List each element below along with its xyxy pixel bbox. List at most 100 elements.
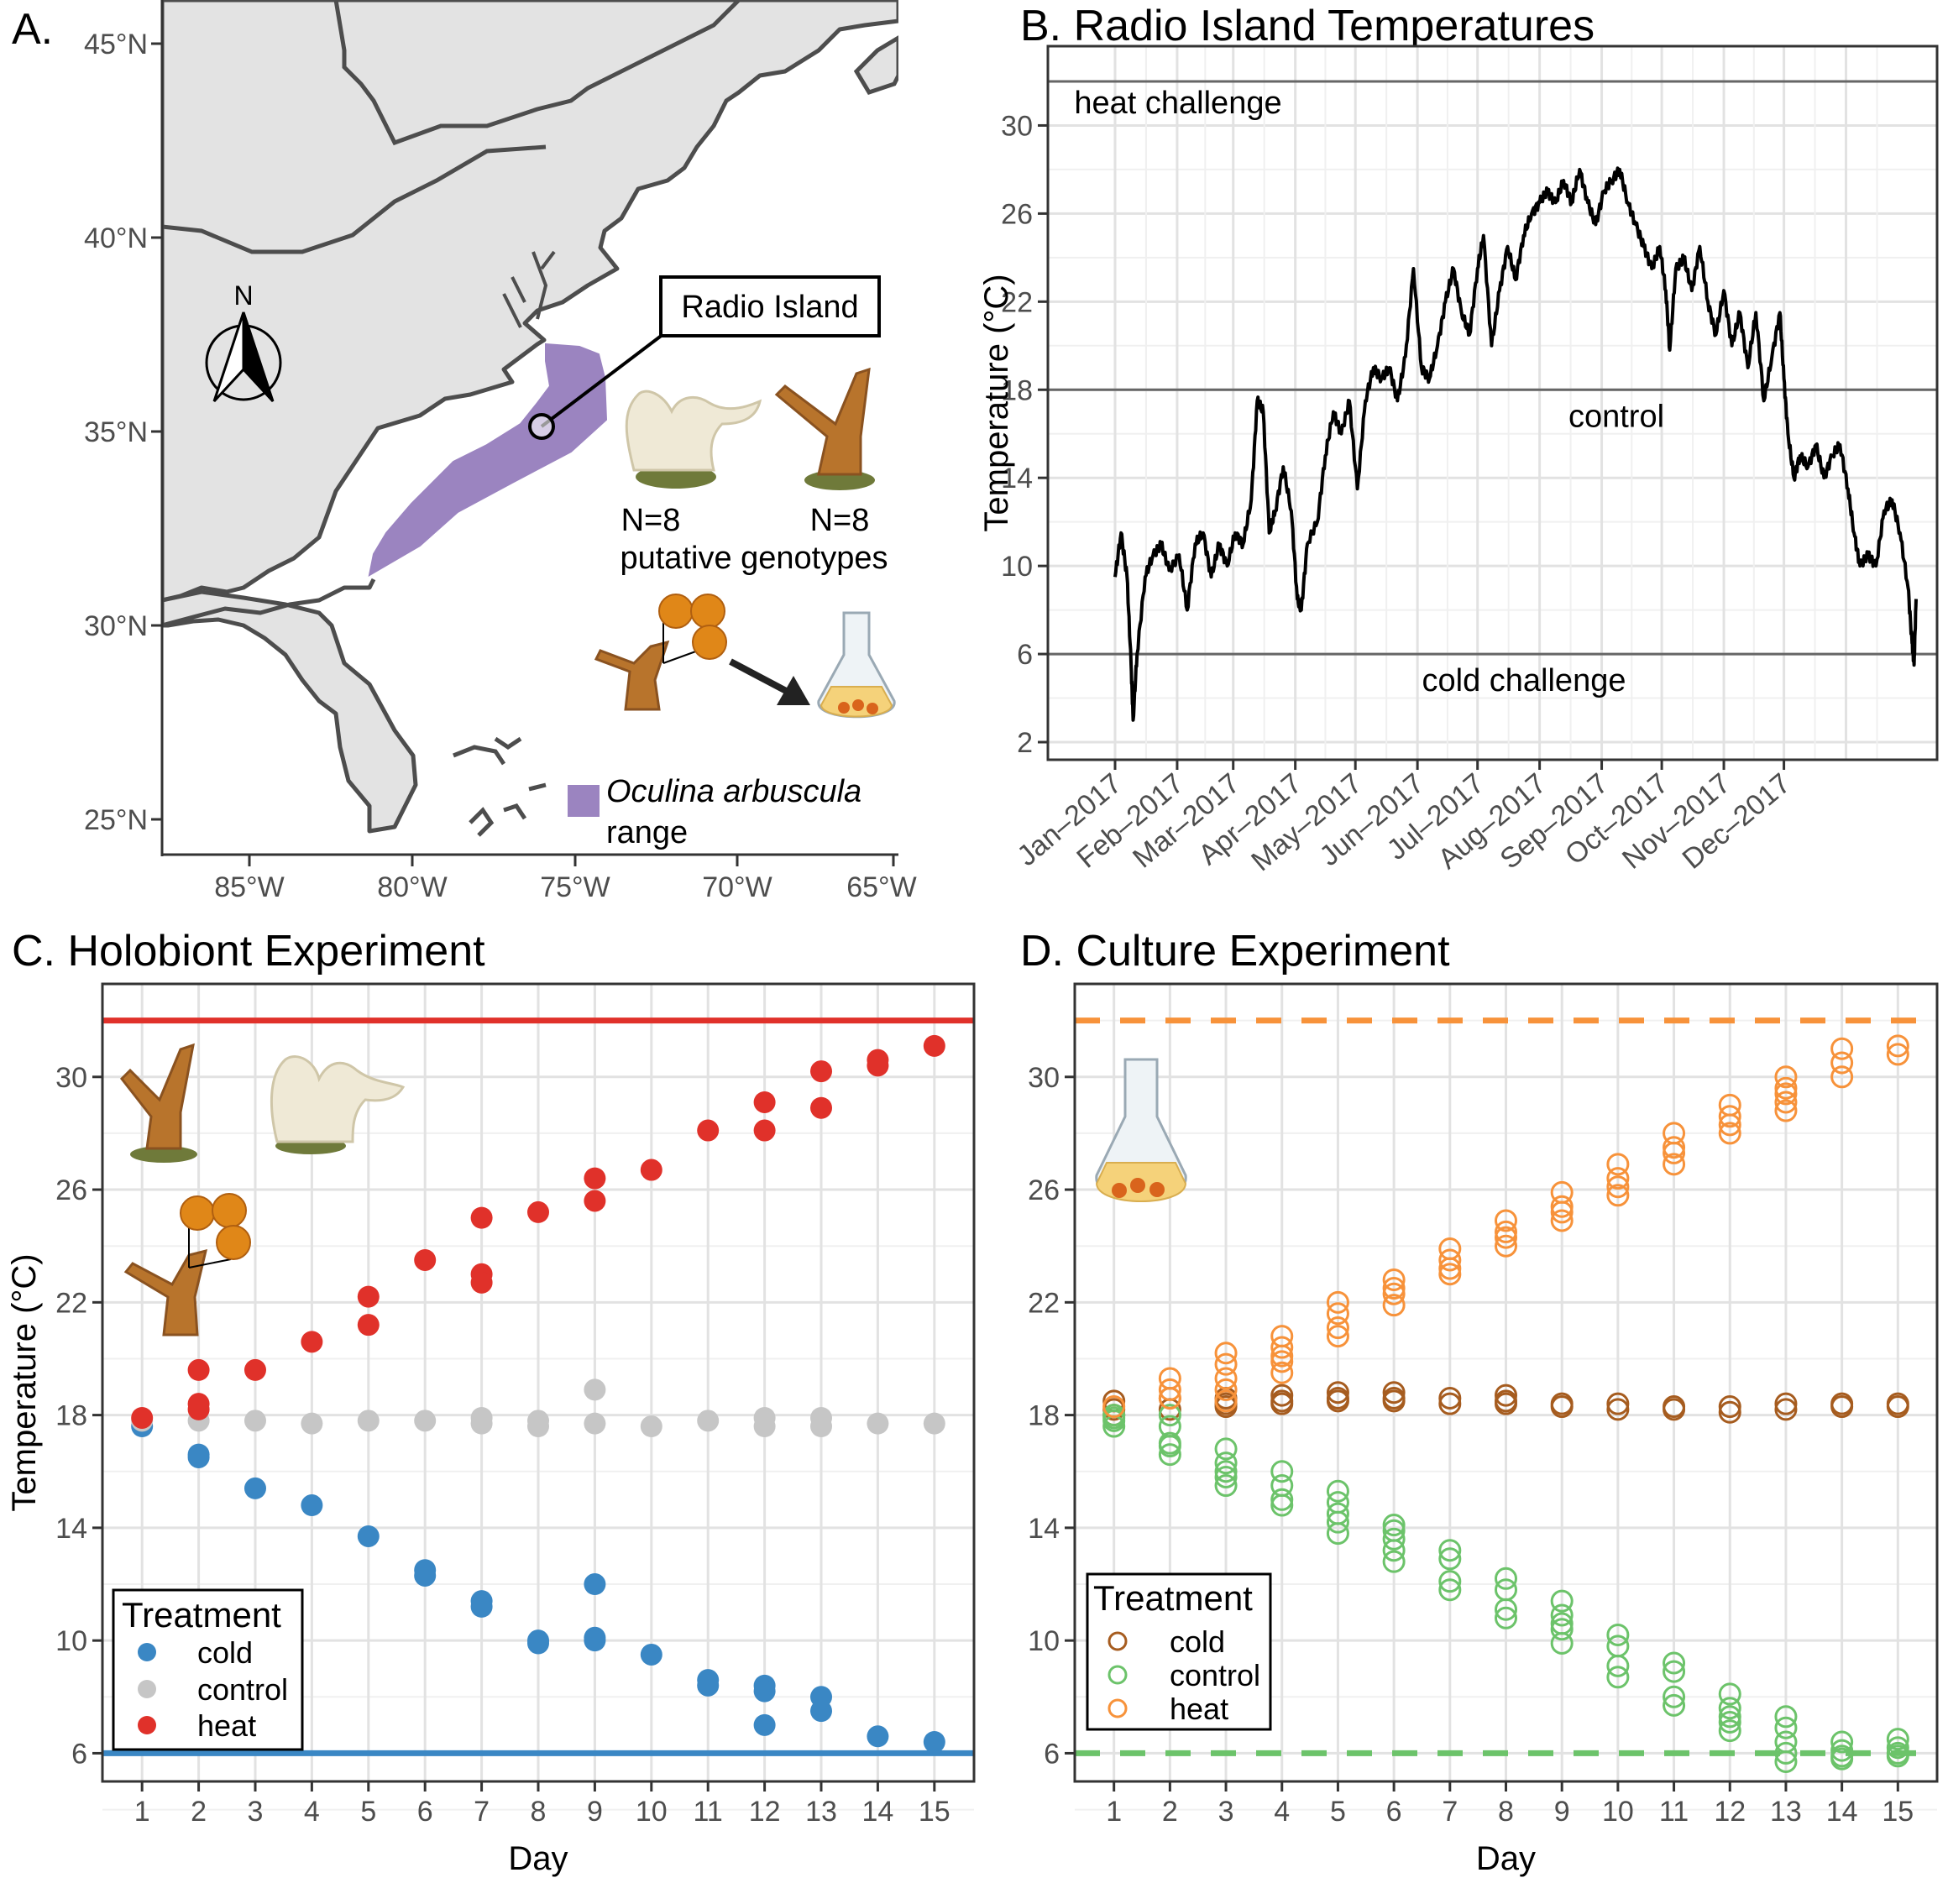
coast-line: [162, 578, 376, 628]
data-point-cold: [1438, 1386, 1462, 1410]
data-point-control: [1663, 1660, 1686, 1683]
x-tick-label: 3: [1218, 1796, 1234, 1828]
x-tick-label: 11: [1659, 1796, 1689, 1828]
data-point-heat: [1214, 1389, 1238, 1413]
data-point-heat: [1830, 1037, 1854, 1060]
data-point-heat: [1382, 1294, 1406, 1317]
lon-label-80: 80°W: [377, 871, 448, 903]
data-point-heat: [1382, 1268, 1406, 1291]
legend-swatch-heat: [138, 1716, 156, 1734]
data-point-heat: [584, 1167, 606, 1190]
lon-label-75: 75°W: [540, 871, 610, 903]
data-point-cold: [1606, 1392, 1630, 1415]
data-point-cold: [470, 1595, 493, 1618]
x-tick-label: 4: [304, 1796, 320, 1828]
reference-label: control: [1568, 399, 1664, 434]
data-point-heat: [414, 1248, 437, 1271]
panel-a-map: A.: [12, 0, 917, 903]
data-point-heat: [1663, 1153, 1686, 1176]
data-point-control: [357, 1410, 380, 1432]
data-point-cold: [414, 1564, 437, 1587]
temperature-series-line: [1113, 166, 1918, 722]
great-lakes-line: [162, 144, 547, 254]
data-point-cold: [1214, 1395, 1238, 1419]
data-point-heat: [470, 1271, 493, 1294]
data-point-heat: [1214, 1352, 1238, 1376]
legend-label-heat: heat: [1170, 1692, 1228, 1726]
data-point-heat: [1718, 1122, 1741, 1145]
x-tick-label: 7: [1442, 1796, 1458, 1828]
data-point-heat: [301, 1331, 323, 1353]
n-left-label: N=8: [621, 503, 681, 538]
data-point-heat: [753, 1119, 776, 1142]
legend-label-cold: cold: [1170, 1624, 1225, 1659]
data-point-heat: [1214, 1367, 1238, 1390]
data-point-heat: [753, 1091, 776, 1113]
symbiont-coral-image: [594, 594, 727, 711]
y-tick-label: 14: [1028, 1513, 1060, 1545]
data-point-cold: [527, 1632, 549, 1655]
data-point-heat: [1270, 1361, 1294, 1384]
plot-background: [1048, 46, 1937, 760]
data-point-control: [1382, 1550, 1406, 1573]
data-point-cold: [1606, 1398, 1630, 1421]
data-point-heat: [1830, 1051, 1854, 1075]
panel-c-legend: Treatment cold control heat: [112, 1588, 304, 1751]
caribbean-islands: [453, 736, 547, 837]
border-line: [333, 0, 741, 146]
bay-lines: [502, 250, 556, 328]
y-tick-label: 14: [1001, 463, 1033, 494]
data-point-control: [1158, 1404, 1181, 1427]
panel-b-x-ticks: Jan–2017Feb–2017Mar–2017Apr–2017May–2017…: [1011, 760, 1797, 877]
data-point-cold: [1382, 1386, 1406, 1410]
data-point-heat: [1326, 1302, 1349, 1326]
data-point-heat: [1886, 1034, 1909, 1058]
data-point-control: [1382, 1519, 1406, 1542]
legend-swatch-control: [138, 1680, 156, 1698]
data-point-control: [1606, 1654, 1630, 1677]
data-point-control: [1606, 1623, 1630, 1646]
site-label: Radio Island: [681, 290, 858, 325]
data-point-control: [1438, 1578, 1462, 1602]
data-point-cold: [584, 1573, 606, 1596]
panel-b-reference-lines: heat challenge control cold challenge: [1048, 80, 1937, 698]
data-point-heat: [1550, 1200, 1574, 1224]
data-point-control: [1774, 1716, 1798, 1739]
data-point-control: [1495, 1606, 1517, 1629]
y-tick-label: 6: [1017, 639, 1033, 671]
lon-label-70: 70°W: [702, 871, 772, 903]
y-tick-label: 18: [55, 1400, 87, 1432]
x-tick-label: 2: [191, 1796, 207, 1828]
data-point-control: [1382, 1527, 1406, 1551]
data-point-control: [1438, 1570, 1462, 1593]
genotypes-label: putative genotypes: [620, 541, 888, 576]
data-point-heat: [244, 1358, 266, 1381]
data-point-heat: [1214, 1378, 1238, 1401]
data-point-control: [1663, 1651, 1686, 1675]
data-point-heat: [1774, 1099, 1798, 1122]
data-point-cold: [923, 1731, 945, 1754]
data-point-heat: [1214, 1342, 1238, 1365]
data-point-control: [1718, 1719, 1741, 1743]
data-point-heat: [1270, 1344, 1294, 1368]
data-point-control: [1214, 1460, 1238, 1483]
data-point-control: [1606, 1666, 1630, 1689]
nova-scotia: [853, 35, 898, 96]
data-point-control: [1158, 1435, 1181, 1458]
data-point-cold: [697, 1674, 720, 1697]
data-point-heat: [1270, 1336, 1294, 1359]
x-tick-label: 2: [1162, 1796, 1178, 1828]
data-point-control: [923, 1412, 945, 1435]
data-point-control: [1830, 1739, 1854, 1762]
panel-b-chart: B. Radio Island Temperatures heat challe…: [978, 2, 1939, 877]
legend-title: Treatment: [1093, 1578, 1253, 1618]
data-point-cold: [1326, 1381, 1349, 1404]
reference-label: heat challenge: [1074, 86, 1281, 121]
legend-label-control: control: [1170, 1658, 1260, 1692]
y-tick-label: 26: [1001, 198, 1033, 230]
data-point-cold: [753, 1680, 776, 1703]
culture-flask-icon: [1095, 1058, 1187, 1202]
legend-label-cold: cold: [197, 1635, 253, 1670]
legend-swatch-cold: [1108, 1631, 1128, 1651]
data-point-heat: [1663, 1141, 1686, 1164]
